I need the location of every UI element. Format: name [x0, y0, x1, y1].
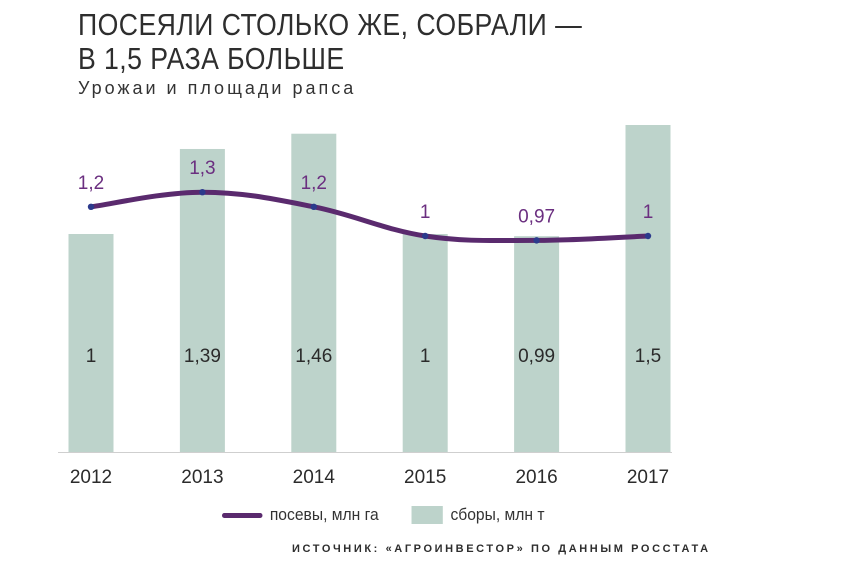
source-note: ИСТОЧНИК: «АГРОИНВЕСТОР» ПО ДАННЫМ РОССТ…	[292, 543, 711, 555]
legend-label-bar: сборы, млн т	[450, 505, 545, 524]
legend-bar-swatch	[411, 506, 444, 524]
x-tick-label: 2013	[181, 467, 223, 488]
line-point	[422, 232, 429, 240]
series-line	[88, 189, 651, 244]
bar-value-label: 1,46	[295, 346, 332, 367]
x-tick-label: 2012	[70, 467, 112, 488]
legend-label-line: посевы, млн га	[269, 505, 379, 524]
legend-line-swatch	[222, 512, 263, 518]
bar	[514, 236, 560, 452]
bar-value-label: 1	[420, 346, 431, 367]
bar	[402, 234, 448, 452]
chart-title-line1: ПОСЕЯЛИ СТОЛЬКО ЖЕ, СОБРАЛИ —	[78, 7, 583, 42]
bar-value-label: 1,39	[184, 346, 221, 367]
line-point	[533, 237, 540, 244]
bar-value-label: 0,99	[518, 346, 555, 367]
chart-plot: 1 1,39 1,46 1 0,99 1,5 2012 2013 2014 2015 2016 201…	[58, 125, 672, 488]
bar-value-label: 1	[86, 346, 97, 367]
x-tick-label: 2015	[404, 467, 446, 488]
chart-legend: посевы, млн га сборы, млн т	[222, 505, 545, 525]
bar	[625, 125, 671, 452]
bar	[179, 148, 225, 453]
chart-subtitle: Урожаи и площади рапса	[78, 78, 357, 98]
chart-title: ПОСЕЯЛИ СТОЛЬКО ЖЕ, СОБРАЛИ — В 1,5 РАЗА…	[78, 8, 582, 76]
x-tick-label: 2016	[515, 467, 557, 488]
line-value-label: 1,2	[78, 173, 104, 194]
x-tick-label: 2014	[293, 467, 336, 488]
bar	[291, 133, 337, 452]
bar-value-label: 1,5	[635, 346, 661, 367]
line-value-label: 1,3	[189, 158, 215, 179]
line-value-label: 1	[643, 202, 654, 223]
line-value-label: 1,2	[301, 173, 327, 194]
bar	[68, 234, 114, 452]
line-value-label: 0,97	[518, 206, 555, 227]
x-tick-label: 2017	[627, 467, 669, 488]
line-point	[199, 189, 206, 196]
line-point	[644, 232, 652, 240]
line-point	[87, 203, 95, 210]
line-point	[310, 203, 317, 210]
chart-title-line2: В 1,5 РАЗА БОЛЬШЕ	[78, 41, 345, 76]
line-value-label: 1	[420, 202, 431, 223]
